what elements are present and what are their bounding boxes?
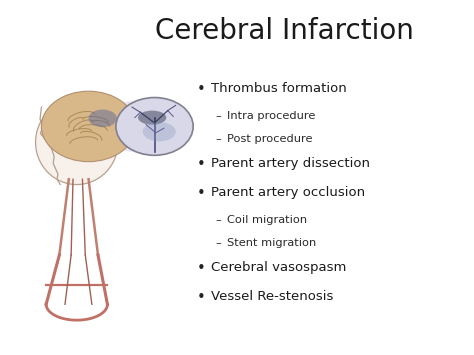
Text: •: • (197, 157, 206, 172)
Text: Parent artery occlusion: Parent artery occlusion (211, 186, 365, 199)
Text: Coil migration: Coil migration (227, 215, 307, 225)
Text: –: – (216, 134, 221, 144)
Text: •: • (197, 290, 206, 305)
Text: –: – (216, 111, 221, 121)
Text: Stent migration: Stent migration (227, 238, 316, 248)
Text: –: – (216, 215, 221, 225)
Text: Cerebral Infarction: Cerebral Infarction (155, 17, 413, 45)
Text: •: • (197, 82, 206, 97)
Ellipse shape (138, 110, 166, 125)
Ellipse shape (36, 100, 118, 185)
Text: Parent artery dissection: Parent artery dissection (211, 157, 370, 170)
Ellipse shape (143, 122, 176, 141)
Text: Thrombus formation: Thrombus formation (211, 82, 347, 95)
Text: –: – (216, 238, 221, 248)
Text: Vessel Re-stenosis: Vessel Re-stenosis (211, 290, 333, 302)
Text: Cerebral vasospasm: Cerebral vasospasm (211, 261, 346, 274)
Circle shape (41, 91, 136, 162)
Text: •: • (197, 186, 206, 201)
Ellipse shape (89, 110, 117, 127)
Text: •: • (197, 261, 206, 275)
Circle shape (116, 98, 193, 155)
Text: Intra procedure: Intra procedure (227, 111, 315, 121)
Text: Post procedure: Post procedure (227, 134, 312, 144)
Ellipse shape (98, 101, 173, 152)
